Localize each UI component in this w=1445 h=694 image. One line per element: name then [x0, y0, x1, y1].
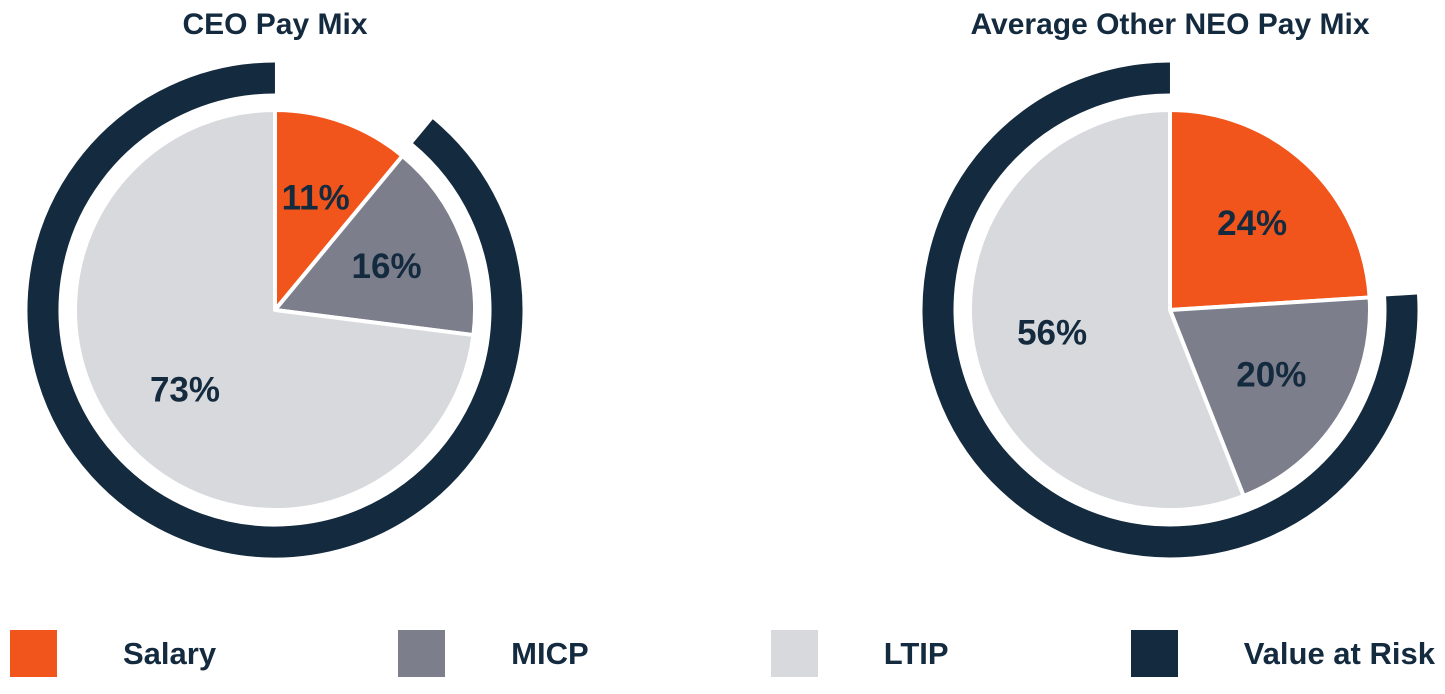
neo-pie-chart: 24% 20% 56% [922, 62, 1418, 558]
slice-label: 24% [1217, 204, 1287, 243]
legend-item-ltip: LTIP [770, 630, 949, 677]
pie-slice-ltip [968, 108, 1246, 512]
ceo-chart-title: CEO Pay Mix [182, 8, 368, 41]
pie-slice-micp [1168, 295, 1373, 498]
pie-slice-salary [1168, 108, 1372, 312]
pay-mix-charts: CEO Pay Mix 11% 16% 73% Average Other NEO … [10, 6, 1435, 570]
neo-pay-mix-chart: Average Other NEO Pay Mix 24% 20% 56% [905, 6, 1435, 570]
ceo-pay-mix-chart: CEO Pay Mix 11% 16% 73% [10, 6, 540, 570]
micp-swatch [398, 630, 446, 677]
legend: Salary MICP LTIP Value at Risk [0, 630, 1445, 677]
pie-slice-salary [273, 108, 405, 312]
legend-label-value-at-risk: Value at Risk [1243, 635, 1435, 671]
pie-slice-ltip [73, 108, 476, 512]
ltip-swatch [770, 630, 818, 677]
pie-slice-micp [273, 153, 477, 338]
value-at-risk-ring [922, 62, 1418, 558]
value-at-risk-swatch [1130, 630, 1178, 677]
legend-item-micp: MICP [398, 630, 589, 677]
value-at-risk-ring [27, 62, 523, 558]
slice-label: 11% [282, 178, 350, 217]
legend-label-salary: Salary [123, 635, 217, 671]
legend-label-ltip: LTIP [883, 635, 949, 671]
slice-label: 73% [150, 371, 220, 410]
slice-label: 16% [352, 247, 422, 286]
legend-item-value-at-risk: Value at Risk [1130, 630, 1435, 677]
slice-label: 56% [1017, 314, 1087, 353]
neo-chart-title: Average Other NEO Pay Mix [970, 8, 1370, 41]
legend-item-salary: Salary [10, 630, 216, 677]
salary-swatch [10, 630, 57, 677]
slice-label: 20% [1236, 356, 1306, 395]
ceo-pie-chart: 11%16% 73% [27, 62, 523, 558]
legend-label-micp: MICP [511, 635, 589, 671]
